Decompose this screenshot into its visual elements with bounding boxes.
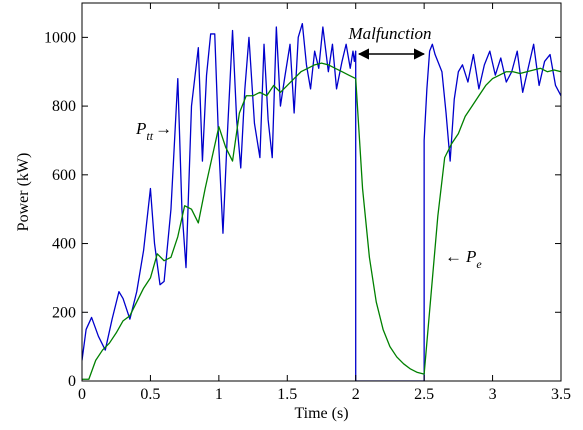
y-tick-label: 0 xyxy=(68,373,76,390)
series-line-p-tt xyxy=(82,22,561,381)
ptt-label-sub: tt xyxy=(146,129,153,143)
x-tick-label: 0 xyxy=(78,386,86,403)
pe-label-base: P xyxy=(465,247,476,266)
y-tick-label: 800 xyxy=(52,98,76,115)
ptt-label: Ptt → xyxy=(135,119,172,143)
x-tick-label: 0.5 xyxy=(140,386,160,403)
y-axis-label: Power (kW) xyxy=(15,153,32,232)
ticks-layer: 0 0.5 1 1.5 2 2.5 3 3.5 0 200 400 600 800 1000 xyxy=(44,3,571,403)
pe-label: ← Pe xyxy=(445,247,482,271)
y-tick-label: 1000 xyxy=(44,29,76,46)
x-tick-label: 1 xyxy=(215,386,223,403)
x-tick-label: 3 xyxy=(489,386,497,403)
ptt-label-base: P xyxy=(135,119,146,138)
x-tick-label: 2.5 xyxy=(414,386,434,403)
pe-label-sub: e xyxy=(476,257,482,271)
x-tick-label: 3.5 xyxy=(551,386,571,403)
plot-frame xyxy=(81,2,562,382)
pe-label-arrow: ← xyxy=(445,247,462,266)
x-axis-label: Time (s) xyxy=(294,405,348,422)
series-layer xyxy=(82,22,561,381)
malfunction-label: Malfunction xyxy=(347,24,431,43)
y-tick-label: 600 xyxy=(52,167,76,184)
series-line-p-e xyxy=(82,62,561,380)
x-tick-label: 2 xyxy=(352,386,360,403)
x-tick-label: 1.5 xyxy=(277,386,297,403)
y-tick-label: 400 xyxy=(52,236,76,253)
ptt-label-arrow: → xyxy=(155,119,172,138)
y-tick-label: 200 xyxy=(52,304,76,321)
